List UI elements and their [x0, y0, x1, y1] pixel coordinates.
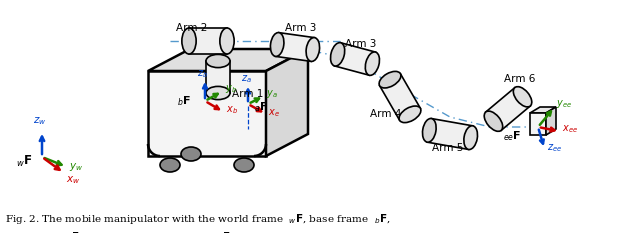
Polygon shape: [275, 33, 314, 61]
Polygon shape: [189, 28, 227, 54]
Ellipse shape: [160, 158, 180, 172]
Text: Arm 3: Arm 3: [285, 23, 316, 33]
Polygon shape: [486, 88, 531, 130]
Ellipse shape: [182, 28, 196, 54]
Text: $z_b$: $z_b$: [198, 68, 209, 80]
Text: $_{ee}\mathbf{F}$: $_{ee}\mathbf{F}$: [504, 129, 522, 143]
Ellipse shape: [330, 43, 345, 66]
Ellipse shape: [399, 106, 421, 123]
Text: $z_{ee}$: $z_{ee}$: [547, 142, 562, 154]
Text: Arm 4: Arm 4: [370, 109, 401, 119]
Text: $_a\mathbf{F}$: $_a\mathbf{F}$: [254, 100, 268, 114]
Text: $z_w$: $z_w$: [33, 115, 47, 127]
Text: Arm 2: Arm 2: [176, 23, 208, 33]
Polygon shape: [148, 71, 266, 156]
Text: $x_b$: $x_b$: [226, 104, 237, 116]
Text: Fig. 2. The mobile manipulator with the world frame  $_w\mathbf{F}$, base frame : Fig. 2. The mobile manipulator with the …: [5, 212, 390, 233]
Polygon shape: [530, 107, 556, 113]
Ellipse shape: [306, 38, 319, 62]
Polygon shape: [530, 113, 546, 135]
Polygon shape: [206, 61, 230, 93]
Polygon shape: [148, 49, 308, 71]
Text: $y_b$: $y_b$: [225, 83, 237, 95]
Ellipse shape: [422, 118, 436, 142]
Text: Arm 6: Arm 6: [504, 74, 536, 84]
Polygon shape: [380, 74, 420, 120]
Ellipse shape: [365, 52, 380, 75]
Text: $y_{ee}$: $y_{ee}$: [557, 98, 573, 110]
Ellipse shape: [379, 71, 401, 88]
Ellipse shape: [464, 126, 477, 150]
Ellipse shape: [206, 54, 230, 68]
Text: $y_a$: $y_a$: [266, 88, 278, 100]
Text: $x_{ee}$: $x_{ee}$: [562, 123, 578, 135]
Text: Arm 3: Arm 3: [345, 39, 376, 49]
Text: $_w\mathbf{F}$: $_w\mathbf{F}$: [16, 154, 32, 168]
Ellipse shape: [220, 28, 234, 54]
Text: Arm 5: Arm 5: [432, 143, 463, 153]
Polygon shape: [428, 119, 473, 149]
Text: $y_w$: $y_w$: [68, 161, 83, 173]
Polygon shape: [266, 49, 308, 156]
Ellipse shape: [513, 87, 532, 107]
Polygon shape: [546, 107, 556, 135]
Text: Arm 1: Arm 1: [232, 89, 264, 99]
Text: $z_a$: $z_a$: [241, 73, 252, 85]
Text: $x_e$: $x_e$: [268, 107, 280, 119]
Ellipse shape: [206, 86, 230, 99]
Ellipse shape: [234, 158, 254, 172]
Ellipse shape: [271, 33, 284, 56]
Text: $_b\mathbf{F}$: $_b\mathbf{F}$: [177, 94, 191, 108]
Ellipse shape: [181, 147, 201, 161]
Polygon shape: [335, 43, 376, 75]
Text: $x_w$: $x_w$: [66, 174, 81, 186]
Ellipse shape: [484, 111, 502, 131]
